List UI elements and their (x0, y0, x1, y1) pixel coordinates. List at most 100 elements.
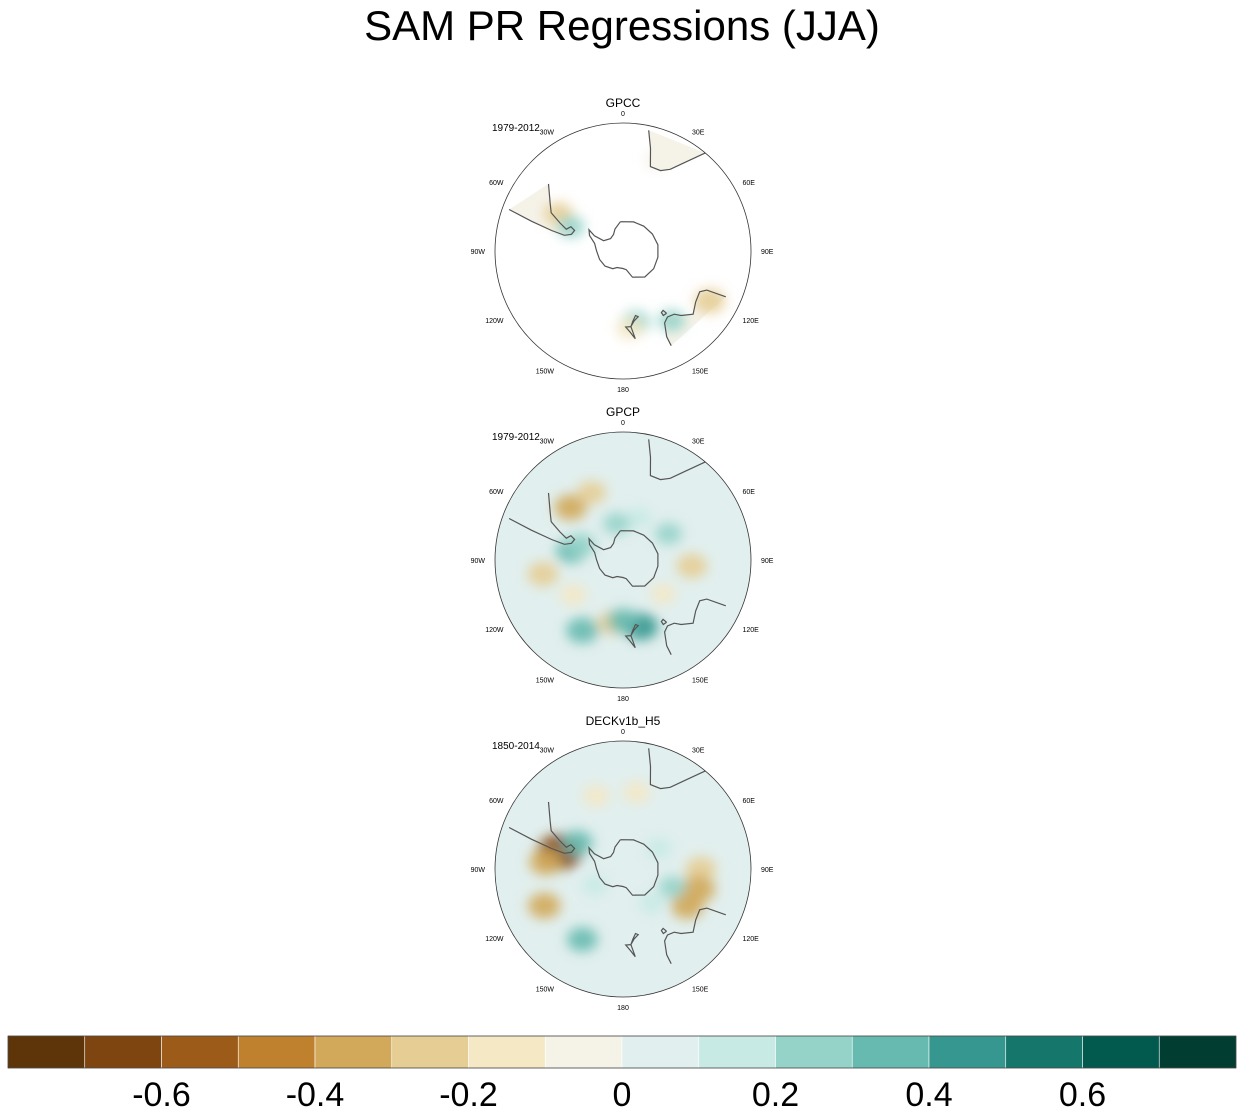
coastline (624, 634, 636, 649)
colorbar-box (544, 1035, 623, 1069)
anomaly-blob (602, 512, 631, 535)
colorbar-box (314, 1035, 393, 1069)
anomaly-blob (566, 533, 596, 557)
longitude-label: 180 (617, 1005, 629, 1012)
map-fill (495, 741, 751, 997)
coastline (663, 289, 726, 346)
longitude-labels: 0 30E 60E 90E 120E 150E 180 150W 120W 90W 60W 30W (471, 111, 774, 394)
colorbar-box (468, 1035, 546, 1069)
colorbar-box (1082, 1035, 1160, 1069)
longitude-label: 30E (692, 129, 705, 136)
coastline (660, 309, 667, 317)
longitude-label: 150E (692, 987, 709, 994)
longitude-label: 60W (489, 489, 504, 496)
longitude-label: 120W (485, 936, 504, 943)
colorbar-box (928, 1035, 1007, 1069)
anomaly-blob (625, 507, 651, 529)
colorbar-tick-label: 0.6 (1059, 1076, 1106, 1114)
anomaly-blob (566, 927, 598, 952)
colorbar-box (775, 1035, 853, 1069)
panel-gpcp: GPCP 1979-2012 0 30E 60E 90E 120E 150E 180 150W… (471, 405, 774, 703)
longitude-label: 30W (540, 747, 555, 754)
anomaly-blob (582, 875, 608, 896)
anomaly-blob (685, 856, 717, 882)
colorbar-box (391, 1035, 469, 1069)
longitude-label: 150W (536, 369, 555, 376)
longitude-label: 120E (743, 318, 760, 325)
coastline (588, 839, 659, 896)
longitude-label: 60E (743, 489, 756, 496)
coastline (660, 618, 667, 626)
coastlines (508, 748, 726, 964)
colorbar-box (851, 1035, 930, 1069)
anomaly-blob (639, 893, 665, 914)
colorbar-box (1005, 1035, 1083, 1069)
longitude-label: 90E (761, 249, 774, 256)
coastline (508, 801, 576, 854)
colorbar-tick-label: -0.6 (132, 1076, 191, 1114)
map-boundary (494, 431, 752, 689)
longitude-label: 0 (621, 420, 625, 427)
longitude-label: 120E (743, 627, 760, 634)
longitude-label: 120W (485, 627, 504, 634)
coastline (630, 623, 640, 636)
longitude-label: 150W (536, 678, 555, 685)
longitude-labels: 0 30E 60E 90E 120E 150E 180 150W 120W 90W 60W 30W (471, 729, 774, 1012)
map-boundary (494, 122, 752, 380)
longitude-label: 60W (489, 180, 504, 187)
coastline (630, 932, 640, 945)
panel-title: GPCC (606, 96, 641, 110)
coastline (660, 927, 667, 935)
anomaly-blob (562, 830, 593, 855)
colorbar-box (1158, 1035, 1237, 1069)
panel-period: 1979-2012 (492, 432, 540, 443)
colorbar-box (698, 1035, 776, 1069)
anomaly-blob (527, 892, 561, 919)
anomaly-blob (622, 781, 651, 804)
panel-period: 1979-2012 (492, 123, 540, 134)
colorbar: -0.6 -0.4 -0.2 0 0.2 0.4 0.6 (7, 1035, 1237, 1114)
anomaly-blob (607, 608, 639, 633)
colorbar-box (84, 1035, 162, 1069)
coastline (508, 492, 576, 545)
anomaly-blob (671, 893, 704, 920)
colorbar-tick-label: -0.2 (439, 1076, 498, 1114)
longitude-label: 60W (489, 798, 504, 805)
anomaly-blob (559, 584, 587, 606)
coastline (663, 598, 726, 655)
coastlines (508, 130, 726, 346)
longitude-label: 120E (743, 936, 760, 943)
coastline (630, 314, 640, 327)
anomaly-blob (650, 583, 676, 604)
colorbar-box (7, 1035, 86, 1069)
polar-maps: GPCC 1979-2012 0 30E 60E 90E 120E 150E 180 150W… (471, 96, 774, 1012)
anomaly-blob (694, 288, 726, 314)
colorbar-tick-label: 0.2 (752, 1076, 799, 1114)
map-background (495, 123, 751, 379)
longitude-label: 150E (692, 369, 709, 376)
coastline (588, 221, 659, 278)
panel-deckv1b-h5: DECKv1b_H5 1850-2014 0 30E 60E 90E 120E 150E 1… (471, 714, 774, 1012)
anomaly-blob (654, 522, 683, 545)
colorbar-box (237, 1035, 316, 1069)
longitude-label: 0 (621, 111, 625, 118)
longitude-label: 150E (692, 678, 709, 685)
longitude-label: 150W (536, 987, 555, 994)
anomaly-blob (658, 876, 687, 898)
colorbar-boxes (7, 1035, 1237, 1069)
coastlines (508, 439, 726, 655)
anomaly-blob (554, 494, 587, 521)
longitude-label: 90E (761, 867, 774, 874)
longitude-label: 30W (540, 438, 555, 445)
panel-period: 1850-2014 (492, 741, 540, 752)
anomaly-blobs (527, 781, 717, 952)
anomaly-blob (644, 151, 668, 170)
coastline (508, 183, 576, 236)
anomaly-blob (582, 785, 610, 807)
coastline (663, 907, 726, 964)
longitude-label: 90W (471, 249, 486, 256)
anomaly-blob (577, 481, 607, 505)
longitude-label: 30E (692, 747, 705, 754)
longitude-label: 90W (471, 867, 486, 874)
colorbar-box (161, 1035, 239, 1069)
